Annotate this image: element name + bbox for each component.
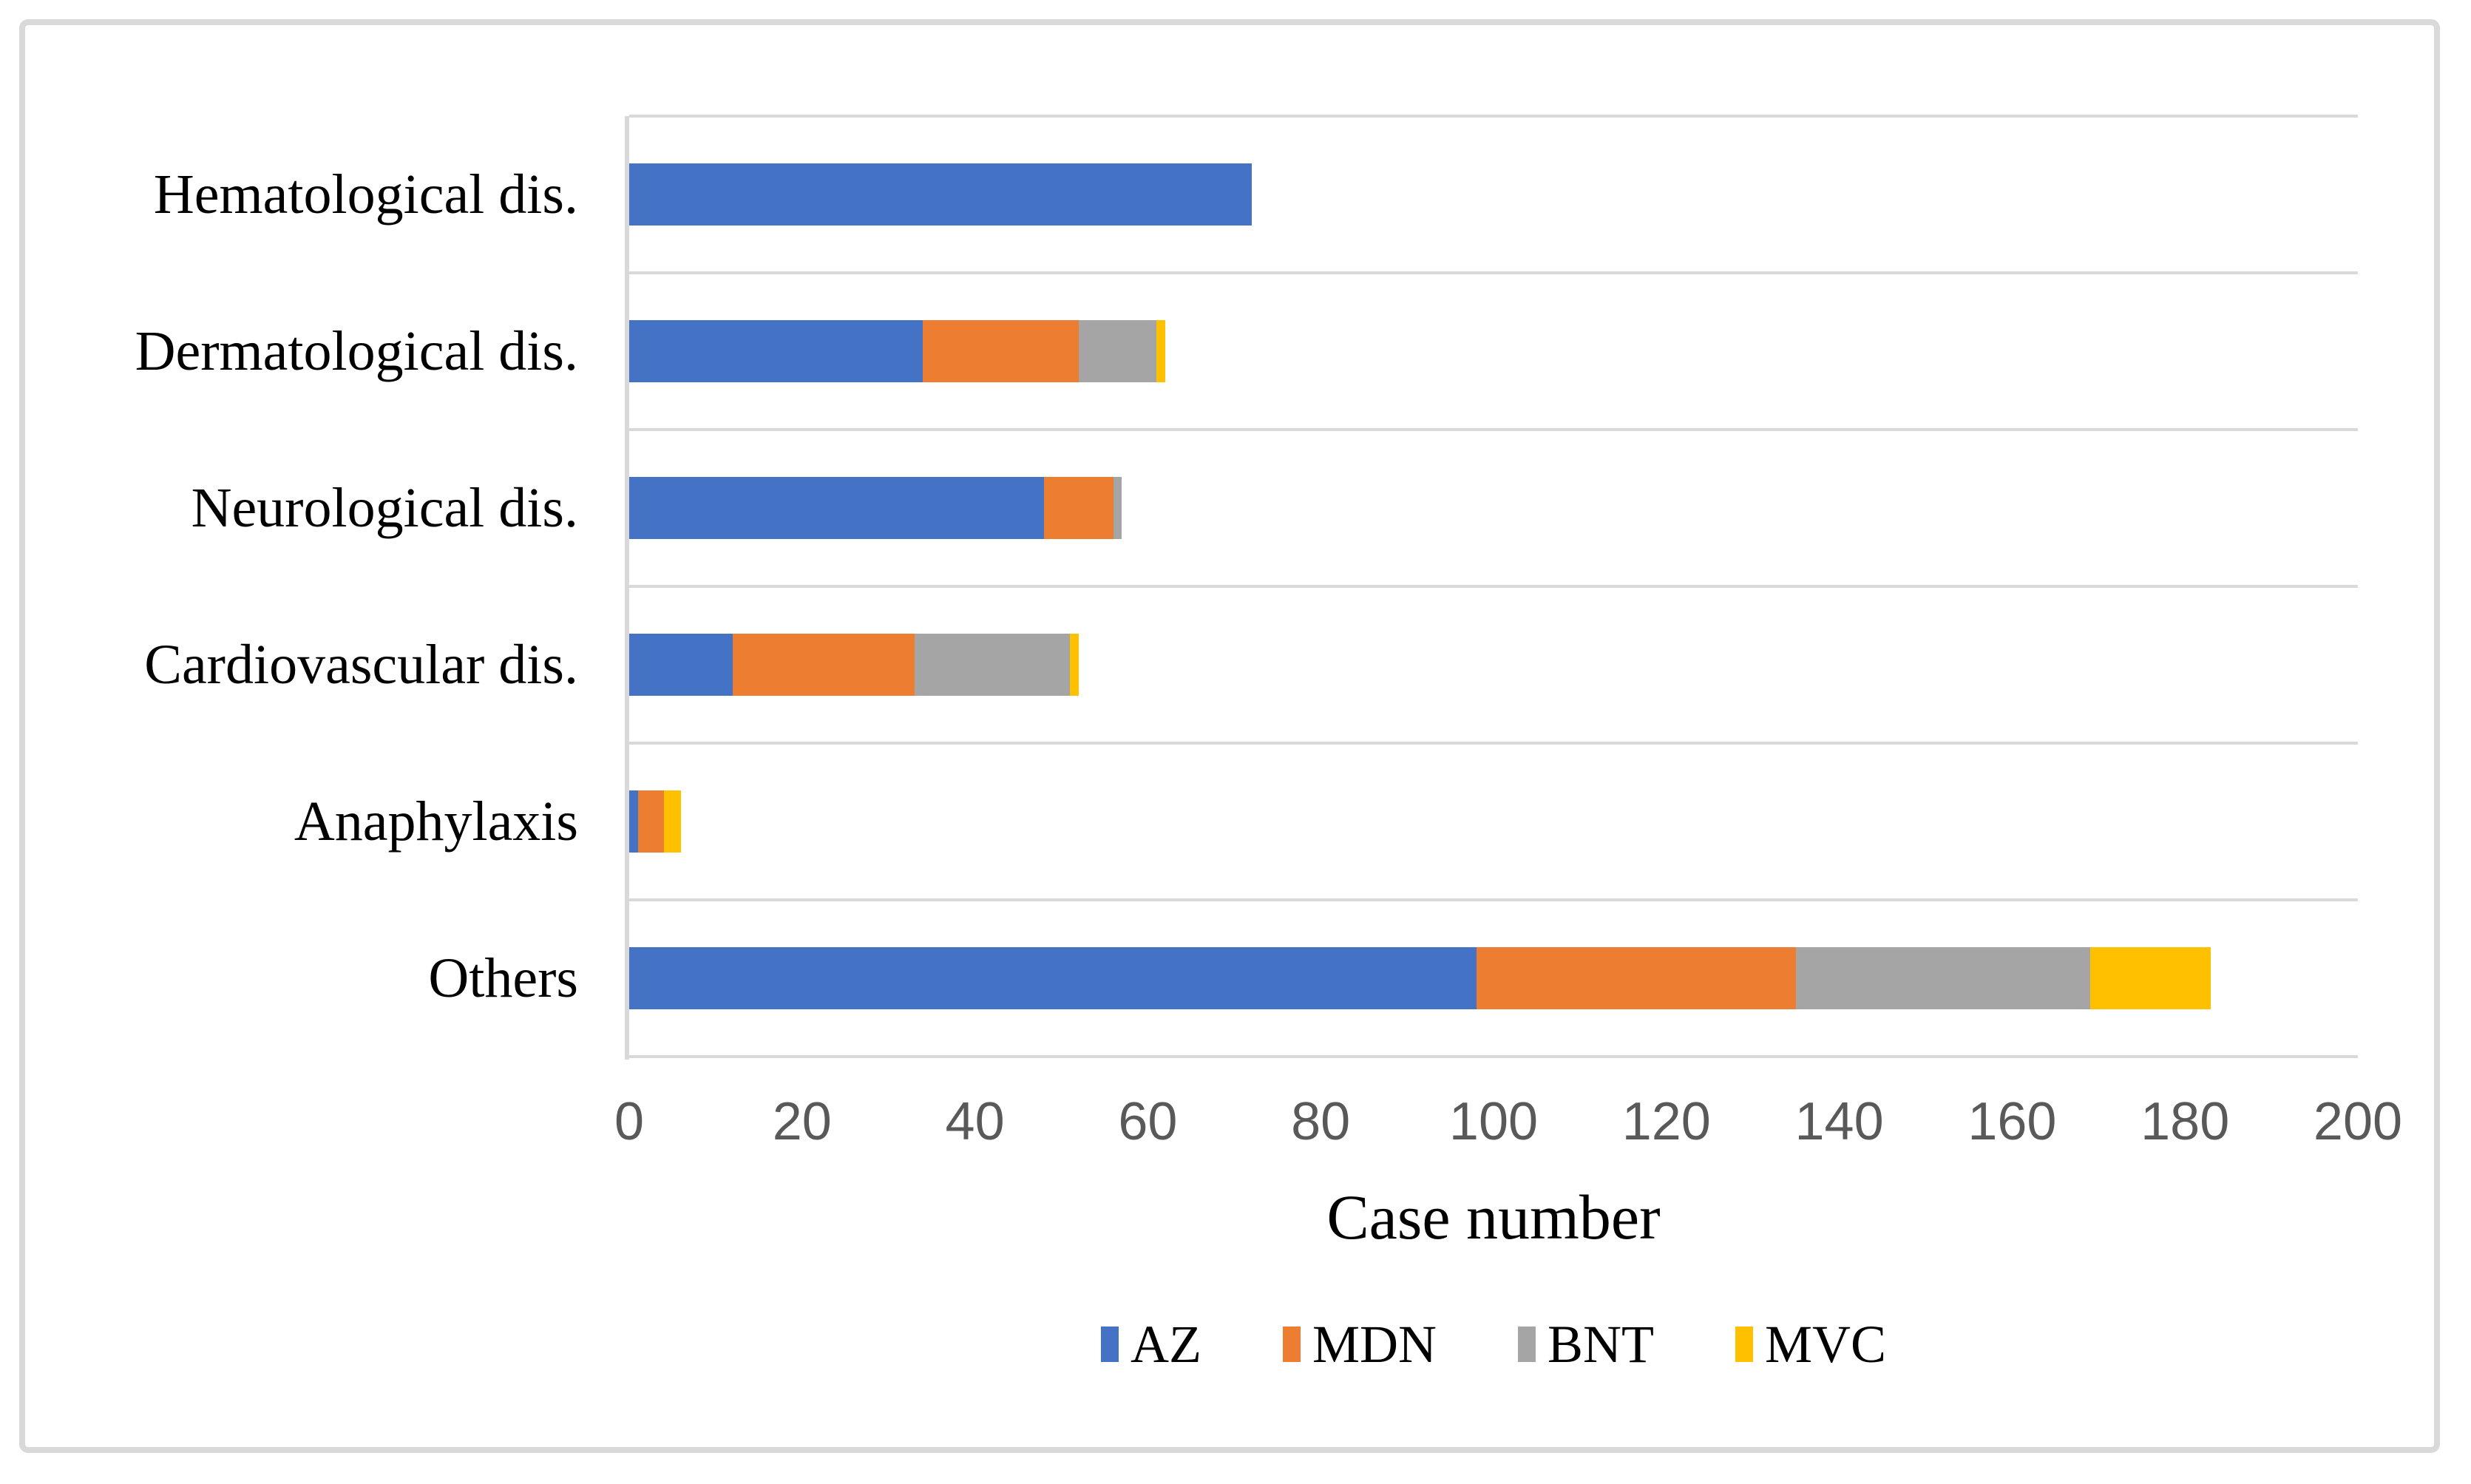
plot-area xyxy=(625,115,2358,1060)
bar-segment-mvc xyxy=(1070,634,1079,696)
x-tick-label: 20 xyxy=(772,1092,832,1151)
category-label: Anaphylaxis xyxy=(294,790,578,853)
x-tick-label: 120 xyxy=(1621,1092,1711,1151)
bar-segment-bnt xyxy=(1078,320,1157,382)
x-axis-tick-labels: 0 20 40 60 80 100 120 140 160 180 200 xyxy=(25,1091,2471,1158)
x-tick-label: 40 xyxy=(945,1092,1005,1151)
x-tick-label: 180 xyxy=(2140,1092,2230,1151)
bar-segment-az xyxy=(629,790,638,853)
legend-marker-icon xyxy=(1100,1327,1119,1362)
bar-segment-mvc xyxy=(1156,320,1165,382)
chart-legend: AZ MDN BNT MVC xyxy=(629,1318,2358,1371)
bar-segment-bnt xyxy=(914,634,1071,696)
legend-label: BNT xyxy=(1547,1315,1654,1374)
legend-label: MDN xyxy=(1312,1315,1437,1374)
bar-segment-az xyxy=(629,477,1045,539)
bar-segment-az xyxy=(629,634,733,696)
bar-segment-az xyxy=(629,163,1252,226)
category-gridline xyxy=(629,428,2358,431)
x-axis-title: Case number xyxy=(1326,1182,1661,1253)
bar-segment-mdn xyxy=(923,320,1079,382)
legend-marker-icon xyxy=(1735,1327,1753,1362)
bar-segment-mdn xyxy=(733,634,915,696)
legend-marker-icon xyxy=(1517,1327,1536,1362)
bar-segment-mvc xyxy=(2089,947,2211,1009)
bar-segment-az xyxy=(629,947,1477,1009)
x-tick-label: 160 xyxy=(1967,1092,2057,1151)
x-tick-label: 0 xyxy=(614,1092,645,1151)
category-label: Cardiovascular dis. xyxy=(144,633,578,696)
x-tick-label: 200 xyxy=(2313,1092,2403,1151)
bar-segment-mdn xyxy=(1044,477,1114,539)
category-label: Hematological dis. xyxy=(153,163,578,226)
category-label: Others xyxy=(428,946,578,1009)
bar-segment-mvc xyxy=(663,790,682,853)
legend-marker-icon xyxy=(1282,1327,1301,1362)
x-tick-label: 80 xyxy=(1291,1092,1351,1151)
category-axis-labels: Hematological dis. Dermatological dis. Neu… xyxy=(25,116,578,1057)
bar-segment-mdn xyxy=(1476,947,1797,1009)
category-gridline xyxy=(629,271,2358,274)
legend-item-az: AZ xyxy=(1100,1315,1201,1374)
x-tick-label: 140 xyxy=(1794,1092,1884,1151)
category-gridline xyxy=(629,585,2358,588)
legend-item-mvc: MVC xyxy=(1735,1318,1886,1371)
category-label: Dermatological dis. xyxy=(135,319,578,382)
legend-item-bnt: BNT xyxy=(1517,1315,1654,1374)
bar-segment-az xyxy=(629,320,923,382)
category-gridline xyxy=(629,898,2358,901)
category-gridline xyxy=(629,115,2358,118)
bar-segment-bnt xyxy=(1796,947,2090,1009)
chart-figure-frame: Hematological dis. Dermatological dis. Neu… xyxy=(19,19,2440,1453)
legend-label: AZ xyxy=(1130,1315,1201,1374)
legend-label: MVC xyxy=(1764,1315,1887,1374)
bar-segment-bnt xyxy=(1113,477,1122,539)
category-gridline xyxy=(629,742,2358,745)
category-gridline xyxy=(629,1055,2358,1058)
legend-item-mdn: MDN xyxy=(1282,1315,1437,1374)
x-tick-label: 60 xyxy=(1118,1092,1178,1151)
x-tick-label: 100 xyxy=(1448,1092,1539,1151)
category-label: Neurological dis. xyxy=(191,476,578,539)
value-axis-line xyxy=(625,116,629,1060)
bar-segment-mdn xyxy=(637,790,664,853)
